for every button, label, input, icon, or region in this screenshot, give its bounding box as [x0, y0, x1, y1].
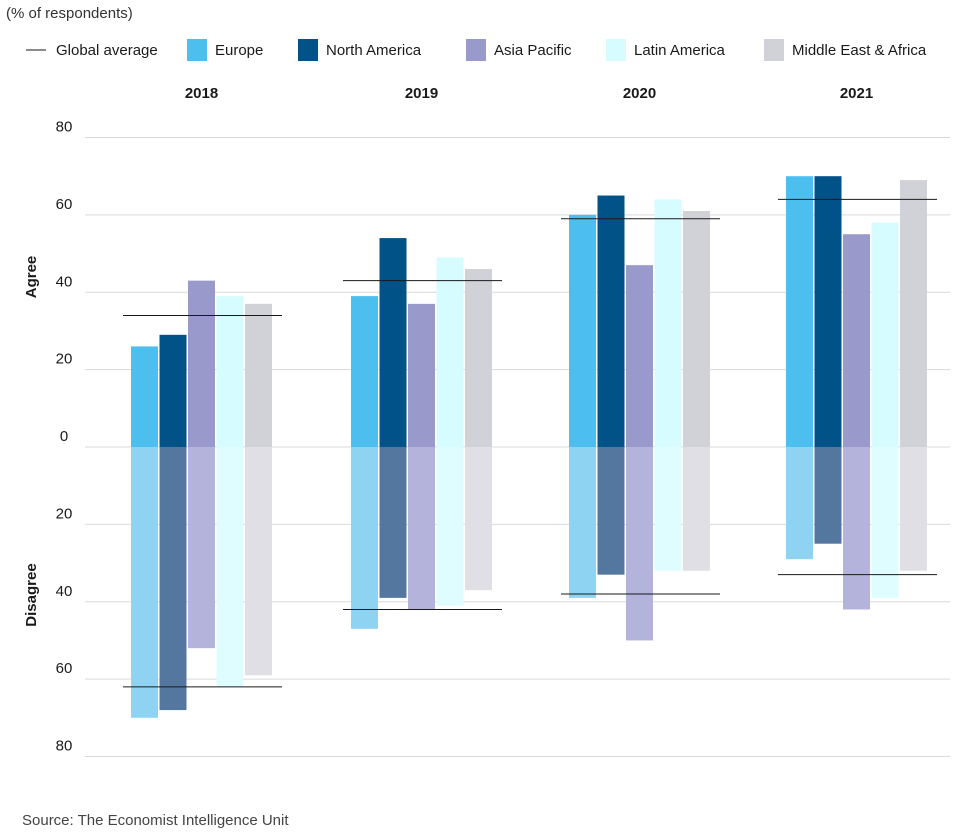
bar-agree-latin-america-2018: [216, 296, 244, 447]
legend-label-middle-east-africa: Middle East & Africa: [792, 42, 927, 59]
year-label-2021: 2021: [840, 85, 873, 102]
year-label-2019: 2019: [405, 85, 438, 102]
legend: Global average Europe North America Asia Pa…: [26, 39, 927, 61]
legend-label-asia-pacific: Asia Pacific: [494, 42, 572, 59]
bar-disagree-europe-2020: [569, 447, 596, 598]
bar-agree-latin-america-2021: [871, 222, 899, 447]
bar-disagree-asia-pacific-2019: [408, 447, 435, 610]
bar-disagree-europe-2018: [131, 447, 158, 718]
bar-disagree-middle-east-africa-2021: [900, 447, 927, 571]
bar-agree-middle-east-africa-2019: [465, 269, 492, 447]
bar-agree-europe-2020: [569, 214, 596, 447]
bar-disagree-middle-east-africa-2018: [245, 447, 272, 676]
y-tick-labels: 80 60 40 20 0 20 40 60 80: [56, 119, 73, 755]
legend-label-europe: Europe: [215, 42, 263, 59]
y-tick-label: 40: [56, 273, 73, 290]
legend-label-global-average: Global average: [56, 42, 158, 59]
bar-disagree-north-america-2018: [159, 447, 187, 711]
legend-swatch-asia-pacific: [466, 39, 486, 61]
y-tick-label: 60: [56, 660, 73, 677]
y-axis-label-disagree: Disagree: [23, 563, 40, 626]
bar-disagree-asia-pacific-2021: [843, 447, 870, 610]
y-tick-label: 80: [56, 119, 73, 136]
bar-agree-asia-pacific-2020: [626, 265, 653, 447]
bar-agree-north-america-2020: [597, 195, 625, 447]
bar-disagree-north-america-2020: [597, 447, 625, 575]
bar-agree-europe-2021: [786, 176, 813, 447]
year-label-2018: 2018: [185, 85, 218, 102]
y-tick-label: 20: [56, 351, 73, 368]
legend-swatch-middle-east-africa: [764, 39, 784, 61]
bar-agree-middle-east-africa-2020: [683, 211, 710, 447]
y-tick-label: 0: [60, 428, 68, 445]
bar-disagree-north-america-2019: [379, 447, 407, 598]
y-tick-label: 40: [56, 583, 73, 600]
bars: [131, 176, 927, 718]
bar-agree-middle-east-africa-2021: [900, 180, 927, 447]
y-tick-label: 20: [56, 505, 73, 522]
bar-agree-asia-pacific-2018: [188, 280, 215, 447]
bar-agree-europe-2018: [131, 346, 158, 447]
legend-swatch-europe: [187, 39, 207, 61]
bar-disagree-europe-2019: [351, 447, 378, 629]
year-labels: 2018 2019 2020 2021: [185, 85, 873, 102]
bar-agree-north-america-2019: [379, 238, 407, 447]
year-label-2020: 2020: [623, 85, 656, 102]
bar-agree-asia-pacific-2019: [408, 303, 435, 447]
bar-disagree-middle-east-africa-2020: [683, 447, 710, 571]
bar-agree-latin-america-2019: [436, 257, 464, 447]
legend-label-north-america: North America: [326, 42, 422, 59]
legend-swatch-north-america: [298, 39, 318, 61]
source-note: Source: The Economist Intelligence Unit: [22, 812, 289, 829]
bar-disagree-latin-america-2021: [871, 447, 899, 598]
bar-agree-north-america-2018: [159, 334, 187, 447]
bar-disagree-middle-east-africa-2019: [465, 447, 492, 591]
bar-disagree-asia-pacific-2018: [188, 447, 215, 649]
legend-swatch-latin-america: [606, 39, 626, 61]
bar-agree-europe-2019: [351, 296, 378, 447]
bar-disagree-north-america-2021: [814, 447, 842, 544]
bar-disagree-asia-pacific-2020: [626, 447, 653, 641]
bar-disagree-latin-america-2020: [654, 447, 682, 571]
legend-label-latin-america: Latin America: [634, 42, 726, 59]
bar-disagree-europe-2021: [786, 447, 813, 560]
y-axis-label-agree: Agree: [23, 256, 40, 299]
bar-agree-north-america-2021: [814, 176, 842, 447]
y-tick-label: 60: [56, 196, 73, 213]
chart-subtitle: (% of respondents): [6, 5, 133, 22]
bar-agree-middle-east-africa-2018: [245, 303, 272, 447]
bar-disagree-latin-america-2019: [436, 447, 464, 606]
global-average-lines: [123, 198, 937, 688]
y-tick-label: 80: [56, 738, 73, 755]
bar-agree-latin-america-2020: [654, 199, 682, 447]
bar-disagree-latin-america-2018: [216, 447, 244, 687]
bar-agree-asia-pacific-2021: [843, 234, 870, 447]
